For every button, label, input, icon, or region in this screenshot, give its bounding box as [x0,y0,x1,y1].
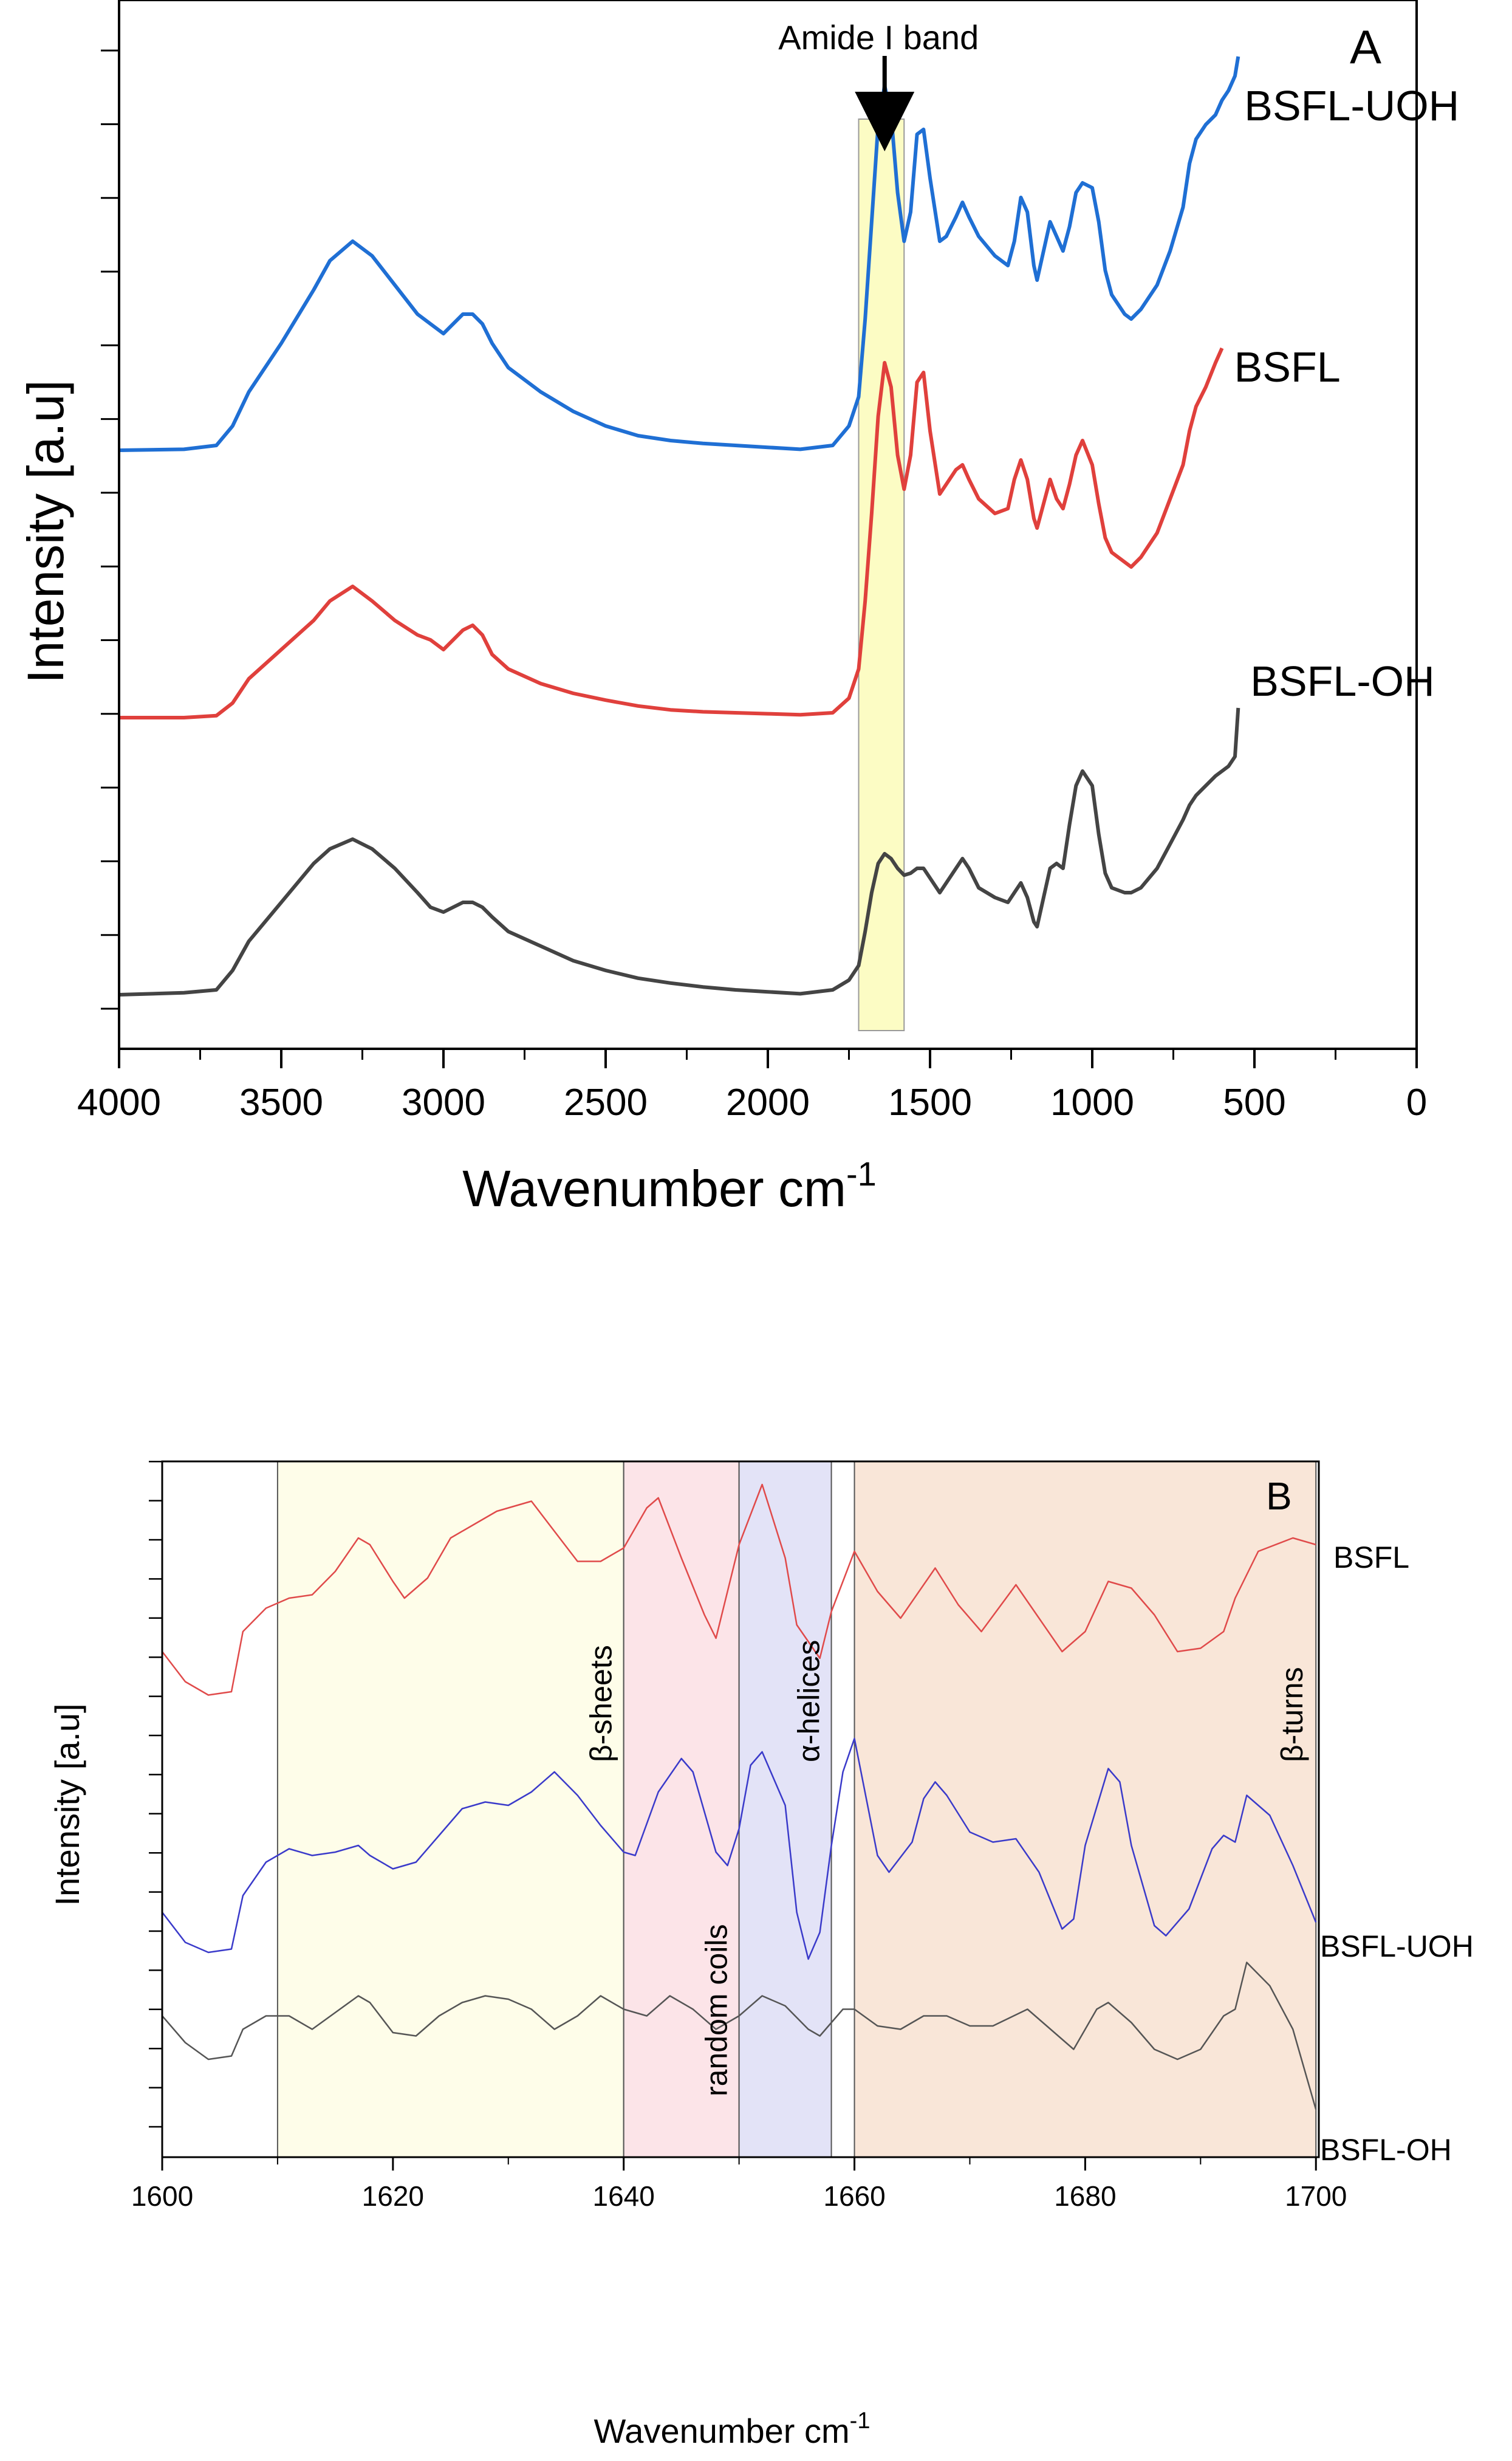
panel-b-series [162,1483,1317,2110]
region-sheets [276,1461,624,2158]
x-tick-label: 1500 [888,1082,972,1124]
panel-b-x-axis-label: Wavenumber cm-1 [594,2408,871,2450]
series-line-bsfl [119,347,1224,719]
series-line-bsfl-oh [162,1962,1317,2110]
x-tick-label: 3500 [239,1082,323,1124]
x-tick-label: 4000 [77,1082,161,1124]
x-tick-label: 2000 [726,1082,810,1124]
series-label-bsfl-uoh: BSFL-UOH [1320,1929,1474,1963]
panel-a-series-labels: BSFL-UOH BSFL BSFL-OH [1234,82,1460,705]
panel-a: 4000 3500 3000 2500 2000 1500 1000 500 0 BSFL-UO… [17,0,1459,1217]
series-label-bsfl-oh: BSFL-OH [1250,657,1434,705]
x-tick-label: 1600 [131,2180,193,2212]
x-tick-label: 1660 [823,2180,885,2212]
region-label-random-coils: random coils [700,1924,734,2096]
amide-band-label: Amide I band [778,18,979,57]
x-tick-label: 1620 [362,2180,424,2212]
panel-b-x-axis-label-superscript: -1 [850,2408,871,2434]
panel-a-series [119,56,1240,997]
x-tick-label: 3000 [402,1082,485,1124]
series-label-bsfl: BSFL [1333,1540,1409,1574]
region-turns [853,1461,1317,2158]
series-label-bsfl-uoh: BSFL-UOH [1244,82,1459,129]
x-tick-label: 2500 [564,1082,648,1124]
panel-b-x-ticks: 1600 1620 1640 1660 1680 1700 [131,2157,1347,2212]
panel-b-region-labels: β-sheets random coils α-helices β-turns [584,1640,1310,2096]
panel-b-label: B [1266,1474,1292,1518]
panel-b-x-axis-label-text: Wavenumber cm [594,2412,850,2450]
x-tick-label: 1700 [1285,2180,1347,2212]
x-tick-label: 0 [1406,1082,1427,1124]
region-random-coils [623,1461,740,2158]
series-line-bsfl-uoh [119,56,1240,452]
series-line-bsfl-uoh [162,1737,1317,1960]
region-label-helices: α-helices [792,1640,826,1762]
panel-b-y-ticks [149,1460,162,2128]
region-label-turns: β-turns [1275,1667,1309,1762]
panel-a-frame [118,0,1418,1050]
panel-b-y-axis-label: Intensity [a.u] [48,1703,86,1906]
x-tick-label: 500 [1223,1082,1285,1124]
panel-a-x-axis-label: Wavenumber cm-1 [462,1155,877,1217]
panel-a-label: A [1350,20,1381,74]
x-tick-label: 1000 [1050,1082,1134,1124]
panel-b-series-labels: BSFL BSFL-UOH BSFL-OH [1320,1540,1474,2167]
x-tick-label: 1640 [593,2180,655,2212]
x-tick-label: 1680 [1054,2180,1116,2212]
panel-a-y-axis-label: Intensity [a.u] [17,380,74,684]
series-line-bsfl [162,1483,1316,1696]
panel-b: 1600 1620 1640 1660 1680 1700 BSFLBSFL-UOHBSF… [48,1460,1474,2450]
amide-annotation: Amide I band [778,18,979,151]
panel-b-frame [161,1460,1320,2158]
panel-a-x-ticks: 4000 3500 3000 2500 2000 1500 1000 500 0 [77,1049,1427,1124]
region-label-sheets: β-sheets [584,1645,618,1762]
series-label-bsfl-oh: BSFL-OH [1320,2133,1452,2167]
panel-a-x-axis-label-superscript: -1 [846,1155,877,1193]
panel-b-regions [276,1461,1317,2158]
panel-a-x-axis-label-text: Wavenumber cm [462,1160,846,1217]
series-label-bsfl: BSFL [1234,343,1341,391]
panel-a-y-ticks [101,49,119,1010]
series-line-bsfl-oh [119,707,1240,997]
